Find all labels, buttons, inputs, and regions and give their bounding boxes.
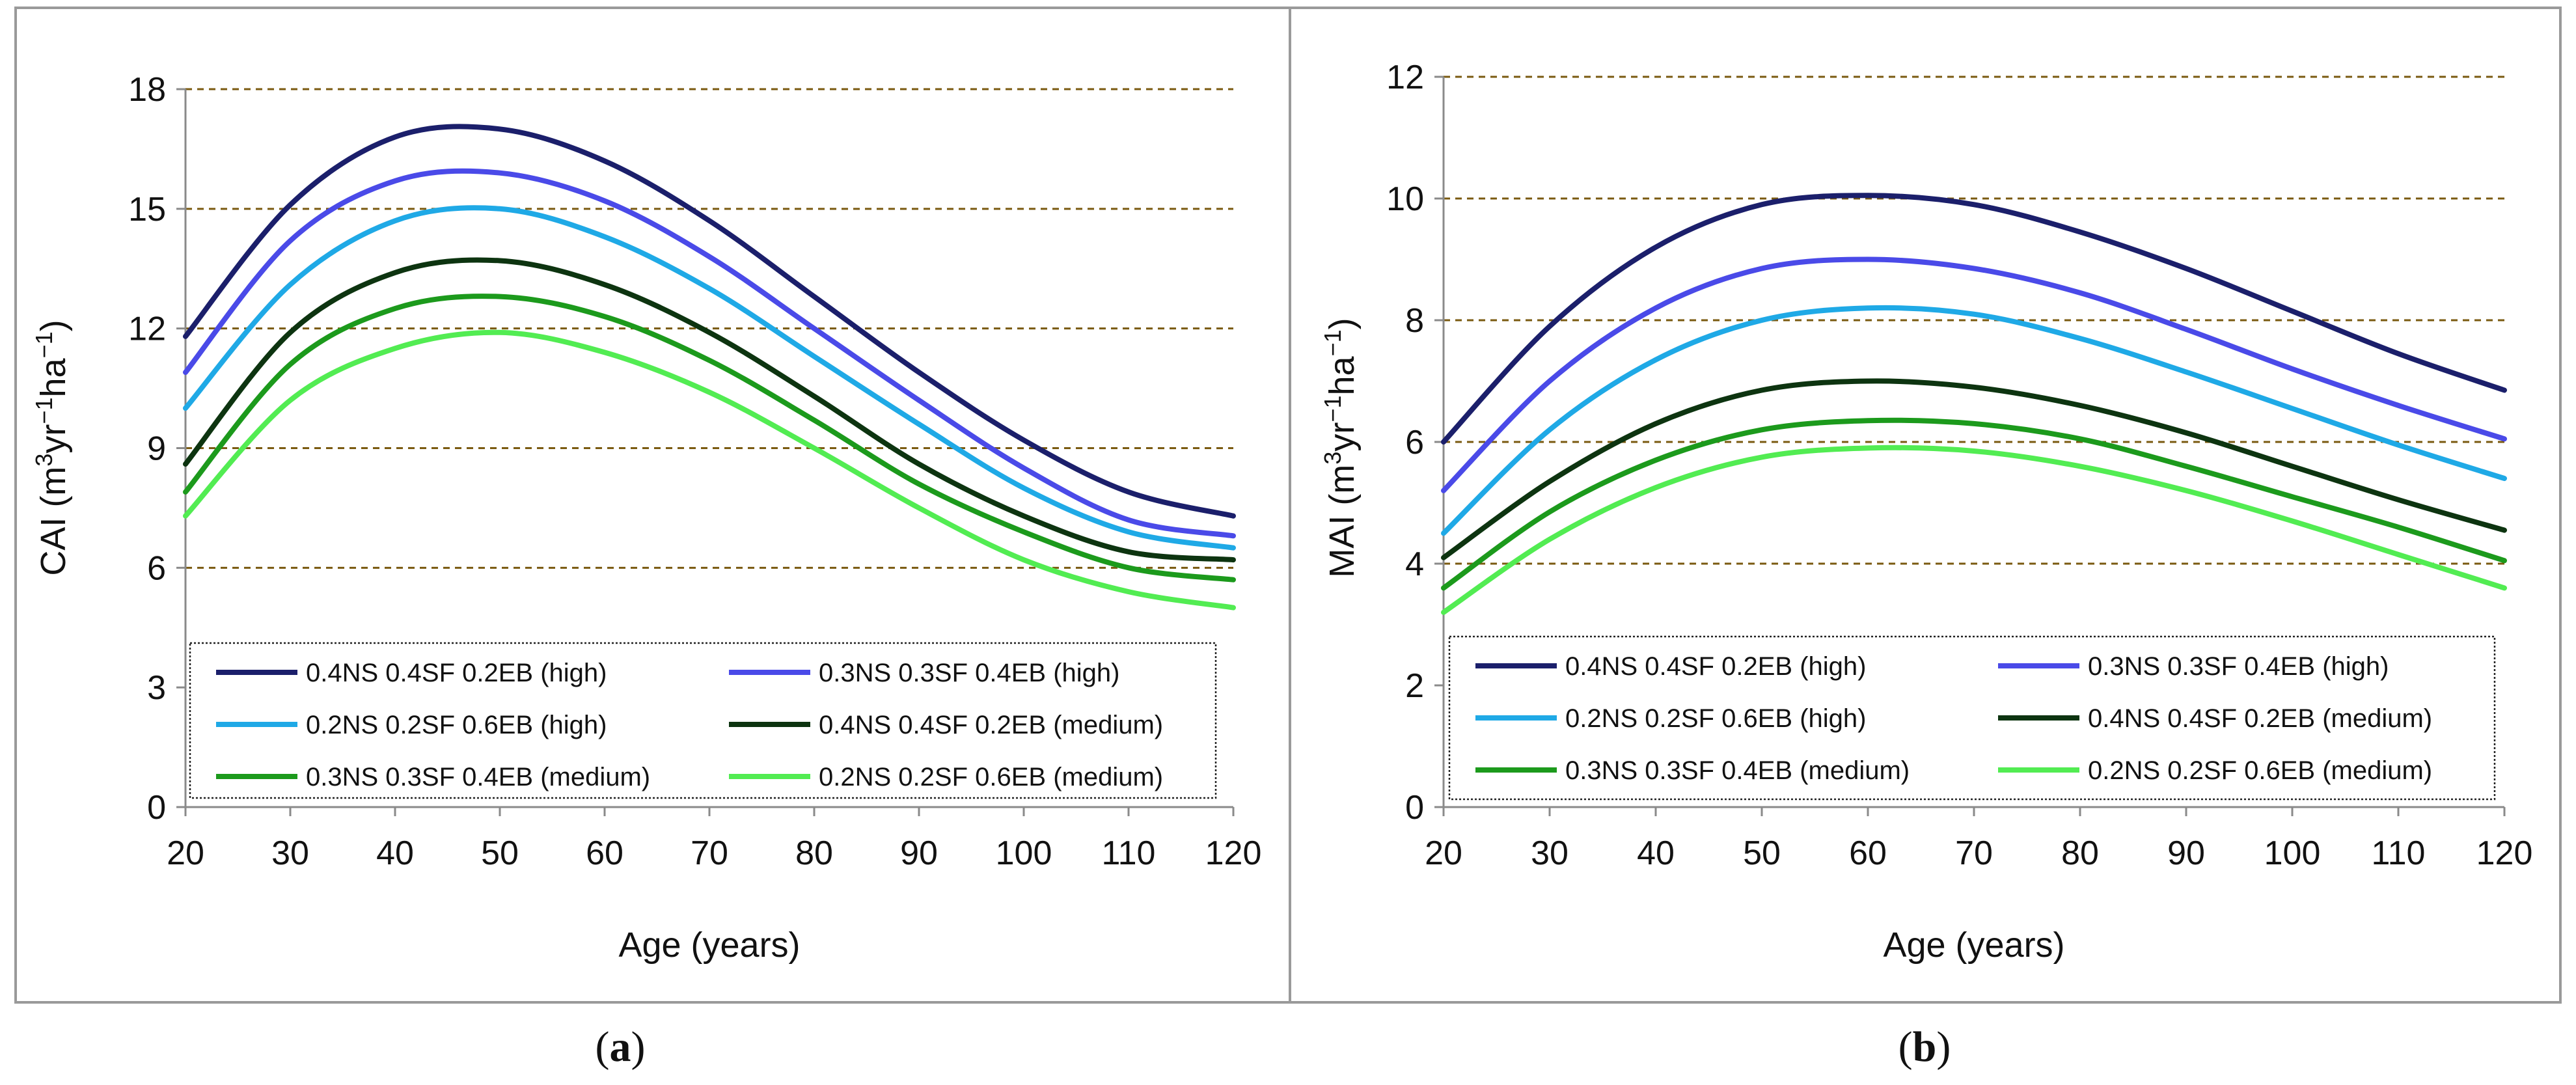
y-tick-label: 6	[1405, 424, 1424, 461]
x-tick-label: 40	[1637, 834, 1675, 872]
y-tick-label: 12	[1386, 59, 1424, 96]
y-axis-title-part: yr	[34, 424, 73, 454]
x-tick-label: 70	[1955, 834, 1993, 872]
x-tick-label: 80	[2061, 834, 2099, 872]
y-axis-title-superscript: −1	[1319, 329, 1346, 356]
series-line	[1441, 305, 2507, 536]
series-line	[1441, 445, 2507, 615]
y-axis-title-part: yr	[1322, 422, 1362, 452]
y-axis-title-superscript: 3	[31, 454, 57, 467]
x-tick-label: 50	[1743, 834, 1781, 872]
x-tick-label: 110	[1102, 834, 1156, 872]
x-axis-title: Age (years)	[618, 926, 800, 965]
y-axis-title-part: )	[34, 320, 73, 331]
y-tick-label: 3	[147, 669, 166, 707]
x-tick-label: 120	[2476, 834, 2533, 872]
x-tick-label: 100	[2264, 834, 2321, 872]
y-tick-label: 10	[1386, 180, 1424, 218]
series-line	[1441, 378, 2507, 560]
legend-label: 0.2NS 0.2SF 0.6EB (medium)	[819, 763, 1163, 791]
legend-label: 0.2NS 0.2SF 0.6EB (medium)	[2088, 756, 2432, 785]
y-axis-title-superscript: 3	[1319, 452, 1346, 465]
y-axis-title-part: MAI (m	[1322, 465, 1362, 578]
chart-panel-b: 0 2 4 6 8 10 12 20 30 40 50 60 70 80 90 100 110 120 0.4NS …	[1319, 59, 2533, 965]
legend	[189, 642, 1217, 799]
series-line	[183, 257, 1236, 563]
series-line	[1441, 193, 2507, 445]
y-tick-label: 6	[147, 549, 166, 587]
y-axis-title-superscript: −1	[31, 331, 57, 358]
legend-label: 0.3NS 0.3SF 0.4EB (medium)	[1565, 756, 1910, 785]
x-tick-label: 60	[1849, 834, 1887, 872]
x-tick-label: 30	[1531, 834, 1569, 872]
y-tick-label: 0	[1405, 789, 1424, 827]
caption-b: (b)	[1898, 1023, 1951, 1071]
x-tick-label: 20	[1425, 834, 1462, 872]
y-axis-title-part: CAI (m	[34, 467, 73, 576]
x-tick-label: 50	[481, 834, 519, 872]
series-line	[1441, 417, 2507, 591]
x-tick-label: 80	[795, 834, 833, 872]
legend-label: 0.4NS 0.4SF 0.2EB (medium)	[2088, 704, 2432, 733]
x-tick-label: 100	[996, 834, 1052, 872]
series-line	[183, 205, 1236, 551]
x-tick-label: 30	[271, 834, 309, 872]
x-axis-title: Age (years)	[1883, 926, 2064, 965]
y-tick-label: 15	[128, 191, 166, 228]
x-tick-label: 110	[2372, 834, 2426, 872]
series-line	[183, 294, 1236, 583]
y-axis-title: MAI (m3yr−1ha−1)	[1319, 318, 1362, 577]
legend	[1448, 635, 2496, 801]
series-line	[1441, 256, 2507, 493]
x-tick-label: 70	[691, 834, 728, 872]
x-tick-label: 60	[586, 834, 623, 872]
y-axis-title: CAI (m3yr−1ha−1)	[31, 320, 74, 575]
x-tick-label: 90	[900, 834, 938, 872]
legend-label: 0.4NS 0.4SF 0.2EB (medium)	[819, 711, 1163, 739]
y-tick-label: 12	[128, 310, 166, 348]
legend-label: 0.4NS 0.4SF 0.2EB (high)	[306, 659, 607, 687]
series-line	[183, 329, 1236, 611]
legend-label: 0.2NS 0.2SF 0.6EB (high)	[1565, 704, 1866, 733]
y-axis-title-superscript: −1	[31, 398, 57, 424]
x-tick-label: 40	[376, 834, 414, 872]
x-tick-label: 120	[1205, 834, 1262, 872]
y-tick-label: 2	[1405, 667, 1424, 705]
y-tick-label: 9	[147, 430, 166, 468]
y-tick-label: 0	[147, 789, 166, 827]
figure-frame	[14, 7, 2562, 1004]
legend-label: 0.3NS 0.3SF 0.4EB (medium)	[306, 763, 650, 791]
y-tick-label: 4	[1405, 545, 1424, 583]
x-tick-label: 90	[2167, 834, 2205, 872]
y-tick-label: 8	[1405, 302, 1424, 340]
y-axis-title-part: ha	[1322, 355, 1362, 395]
y-axis-title-superscript: −1	[1319, 396, 1346, 422]
series-line	[183, 168, 1236, 539]
legend-label: 0.2NS 0.2SF 0.6EB (high)	[306, 711, 607, 739]
legend-label: 0.4NS 0.4SF 0.2EB (high)	[1565, 652, 1866, 681]
y-axis-title-part: ha	[34, 357, 73, 397]
caption-a: (a)	[596, 1023, 646, 1071]
series-line	[183, 124, 1236, 519]
chart-panel-a: 0 3 6 9 12 15 18 20 30 40 50 60 70 80 90 100 110 120 0.4NS…	[31, 71, 1262, 965]
y-axis-title-part: )	[1322, 318, 1362, 329]
x-tick-label: 20	[167, 834, 204, 872]
legend-label: 0.3NS 0.3SF 0.4EB (high)	[819, 659, 1119, 687]
legend-label: 0.3NS 0.3SF 0.4EB (high)	[2088, 652, 2389, 681]
y-tick-label: 18	[128, 71, 166, 109]
